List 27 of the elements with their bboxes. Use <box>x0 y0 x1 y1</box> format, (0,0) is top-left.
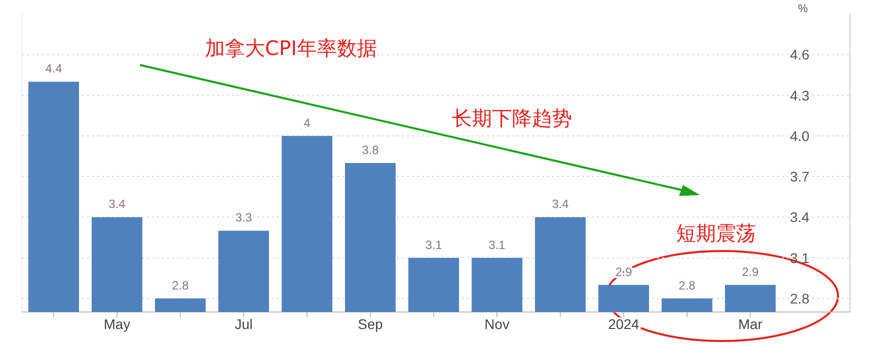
x-tick-label: Nov <box>484 316 510 332</box>
y-tick-label: 3.4 <box>790 209 810 226</box>
x-tick-label: May <box>104 316 130 332</box>
data-label: 3.4 <box>552 197 569 212</box>
data-label: 2.9 <box>742 264 759 279</box>
data-label: 2.8 <box>678 278 696 292</box>
y-tick-label: 4.3 <box>790 87 810 104</box>
data-label: 3.1 <box>488 238 506 252</box>
data-label: 2.8 <box>172 278 189 292</box>
x-tick-label: Sep <box>358 316 383 332</box>
x-tick-label: Mar <box>738 316 763 332</box>
data-label: 3.1 <box>425 238 442 252</box>
y-tick-label: 3.7 <box>790 168 810 185</box>
y-axis-title: % <box>798 3 808 15</box>
data-label: 4.4 <box>45 62 62 76</box>
y-tick-label: 3.1 <box>790 250 810 266</box>
data-label: 3.8 <box>362 143 379 157</box>
data-label: 3.3 <box>235 210 252 225</box>
data-label: 3.4 <box>108 197 126 212</box>
annotation: 加拿大CPI年率数据 <box>205 36 377 60</box>
x-tick-label: Jul <box>234 316 253 332</box>
annotation: 短期震荡 <box>676 221 756 245</box>
annotation: 长期下降趋势 <box>452 106 572 130</box>
data-label: 4 <box>304 116 311 130</box>
y-tick-label: 2.8 <box>790 290 810 306</box>
y-tick-label: 4.0 <box>790 128 810 144</box>
y-tick-label: 4.6 <box>790 46 810 63</box>
